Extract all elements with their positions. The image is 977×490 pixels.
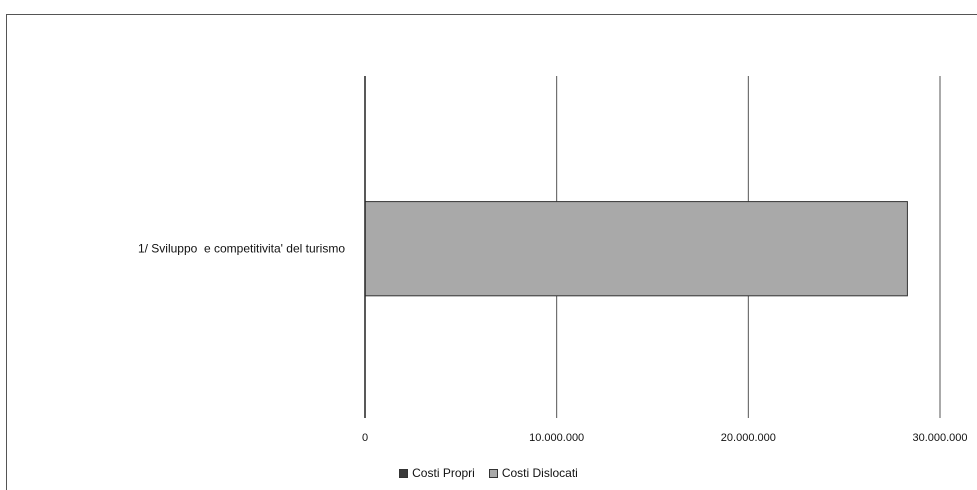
x-tick-label: 30.000.000 <box>912 432 967 444</box>
x-tick-labels: 0 10.000.000 20.000.000 30.000.000 <box>362 432 968 444</box>
legend-item: Costi Dislocati <box>488 466 578 480</box>
x-tick-label: 20.000.000 <box>721 432 776 444</box>
legend-label: Costi Propri <box>412 466 475 480</box>
x-tick-label: 0 <box>362 432 368 444</box>
legend-swatch <box>399 468 409 478</box>
category-label: 1/ Sviluppo e competitivita' del turismo <box>138 242 345 256</box>
legend-item: Costi Propri <box>399 466 475 480</box>
x-tick-label: 10.000.000 <box>529 432 584 444</box>
bars <box>364 201 908 297</box>
legend-label: Costi Dislocati <box>501 466 578 480</box>
legend: Costi Propri Costi Dislocati <box>0 466 977 480</box>
chart-frame <box>6 14 977 490</box>
category-labels: 1/ Sviluppo e competitivita' del turismo <box>138 242 345 256</box>
legend-swatch <box>488 468 498 478</box>
bar-costi-dislocati <box>364 201 908 297</box>
